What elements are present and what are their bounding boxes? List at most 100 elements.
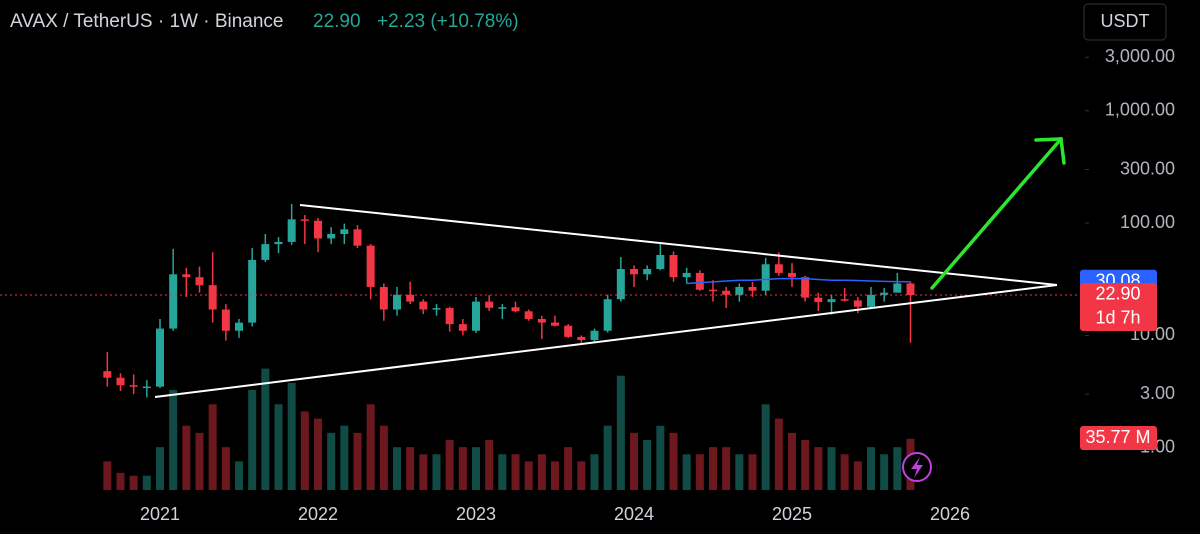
candle-body <box>300 219 309 221</box>
x-tick-label: 2024 <box>614 504 654 524</box>
volume-bar <box>221 447 230 490</box>
volume-bar <box>682 454 691 490</box>
volume-bar <box>419 454 428 490</box>
price-change: +2.23 (+10.78%) <box>377 11 519 32</box>
candle-body <box>590 330 599 340</box>
candle-body <box>366 245 375 287</box>
candle-body <box>103 371 112 378</box>
volume-bar <box>788 432 796 490</box>
candle-body <box>419 301 428 310</box>
volume-bar <box>406 447 415 490</box>
volume-bar <box>393 447 401 490</box>
currency-label: USDT <box>1101 11 1150 31</box>
volume-bar <box>116 472 125 490</box>
candle-body <box>695 272 704 290</box>
candle-body <box>656 254 665 270</box>
last-price: 22.90 <box>313 11 361 32</box>
y-tick-label: 3,000.00 <box>1105 46 1175 66</box>
x-tick-label: 2021 <box>140 504 180 524</box>
volume-bar <box>498 454 507 490</box>
currency-box[interactable] <box>1083 3 1167 41</box>
x-tick-label: 2022 <box>298 504 338 524</box>
volume-bar <box>603 425 612 490</box>
candle-body <box>156 328 164 387</box>
volume-bar <box>195 432 204 490</box>
candle-body <box>893 283 902 293</box>
volume-bar <box>880 454 889 490</box>
candle-body <box>603 299 612 331</box>
candle-body <box>129 385 138 387</box>
candle-body <box>195 277 204 286</box>
candle-body <box>353 229 362 246</box>
volume-bar <box>551 461 559 490</box>
upper-trendline <box>299 204 1058 286</box>
volume-bar <box>524 461 533 490</box>
x-tick-label: 2025 <box>772 504 812 524</box>
volume-tag <box>1080 426 1157 450</box>
volume-bar <box>327 432 336 490</box>
volume-bar <box>485 440 494 490</box>
volume-bar <box>630 432 638 490</box>
volume-bar <box>616 375 625 490</box>
volume-layer <box>103 368 915 490</box>
volume-tag-label: 35.77 M <box>1085 427 1150 447</box>
volume-bar <box>366 404 375 490</box>
volume-bar <box>564 447 573 490</box>
volume-bar <box>840 454 849 490</box>
volume-bar <box>472 447 480 490</box>
y-tick-label: 3.00 <box>1140 383 1175 403</box>
volume-bar <box>656 425 665 490</box>
candle-body <box>853 300 862 307</box>
candle-body <box>524 311 533 319</box>
candle-body <box>906 283 915 295</box>
candle-body <box>840 299 849 301</box>
volume-bar <box>379 425 388 490</box>
candle-body <box>788 272 796 278</box>
volume-bar <box>814 447 823 490</box>
candle-body <box>867 294 875 307</box>
volume-bar <box>169 390 178 490</box>
price-tag-label: 22.90 <box>1095 284 1140 304</box>
candle-body <box>537 318 546 323</box>
lightning-icon <box>902 452 932 482</box>
volume-bar <box>774 418 783 490</box>
volume-bar <box>103 461 112 490</box>
volume-bar <box>511 454 520 490</box>
volume-bar <box>577 461 586 490</box>
candle-body <box>616 269 625 300</box>
candle-body <box>393 294 401 310</box>
candle-body <box>643 269 652 275</box>
volume-bar <box>709 447 717 490</box>
moving-average <box>686 277 911 285</box>
x-tick-label: 2026 <box>930 504 970 524</box>
green-arrow <box>930 137 1066 290</box>
volume-bar <box>208 404 217 490</box>
candle-body <box>511 307 520 312</box>
candle-body <box>709 289 717 292</box>
candle-body <box>880 292 889 295</box>
candle-body <box>221 309 230 331</box>
candle-body <box>340 229 349 234</box>
tick-layer: 1.003.0010.00100.00300.001,000.003,000.0… <box>140 46 1175 524</box>
candle-body <box>248 259 257 323</box>
candle-body <box>208 285 217 310</box>
candle-body <box>182 274 191 278</box>
candle-body <box>827 299 836 303</box>
volume-bar <box>182 425 191 490</box>
volume-bar <box>353 432 362 490</box>
volume-bar <box>801 440 810 490</box>
candle-body <box>432 308 441 310</box>
volume-bar <box>735 454 744 490</box>
candle-body <box>669 254 678 278</box>
header: AVAX / TetherUS · 1W · Binance 22.90 +2.… <box>10 11 519 32</box>
symbol-title: AVAX / TetherUS · 1W · Binance <box>10 11 284 32</box>
volume-bar <box>669 432 678 490</box>
candle-body <box>774 264 783 273</box>
candle-body <box>682 272 691 278</box>
candle-body <box>485 301 494 308</box>
candle-body <box>564 325 573 337</box>
candle-body <box>748 286 757 291</box>
candle-body <box>261 244 270 260</box>
